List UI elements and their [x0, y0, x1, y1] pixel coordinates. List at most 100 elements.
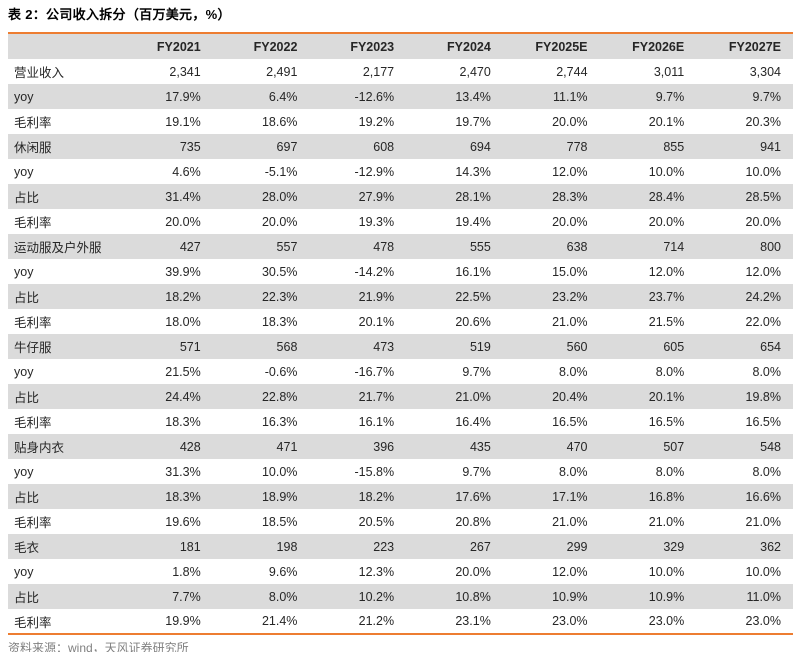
cell-value: 10.9% — [648, 589, 685, 604]
cell-value: 21.5% — [648, 314, 685, 329]
table-row: 毛利率 18.3% 16.3% 16.1% 16.4% 16.5% 16.5% 16.5% — [8, 409, 793, 434]
cell-value: 22.0% — [745, 314, 781, 329]
row-label: yoy — [14, 164, 34, 179]
cell-value: 507 — [663, 439, 685, 454]
table-title: 表 2：公司收入拆分（百万美元，%） — [8, 7, 231, 22]
cell-value: 16.1% — [455, 264, 491, 279]
cell-value: 21.4% — [261, 614, 298, 628]
cell-value: 12.3% — [358, 564, 395, 579]
cell-value: 18.3% — [165, 414, 201, 429]
cell-value: 19.2% — [358, 114, 395, 129]
cell-value: 9.7% — [462, 364, 491, 379]
cell-value: 18.2% — [358, 489, 395, 504]
row-label: 占比 — [14, 191, 40, 205]
cell-value: 18.5% — [261, 514, 298, 529]
cell-value: 21.9% — [358, 289, 395, 304]
row-label: 毛利率 — [14, 316, 52, 330]
cell-value: 605 — [663, 339, 685, 354]
row-label: 毛利率 — [14, 615, 52, 630]
cell-value: 299 — [566, 539, 588, 554]
cell-value: 20.4% — [552, 389, 588, 404]
source-note: 资料来源：wind，天风证券研究所 — [8, 641, 189, 652]
cell-value: 2,491 — [266, 64, 298, 79]
table-row: yoy 31.3% 10.0% -15.8% 9.7% 8.0% 8.0% 8.0% — [8, 459, 793, 484]
cell-value: 20.0% — [745, 214, 781, 229]
cell-value: 21.0% — [552, 514, 588, 529]
table-row: yoy 21.5% -0.6% -16.7% 9.7% 8.0% 8.0% 8.0% — [8, 359, 793, 384]
column-header: FY2021 — [156, 39, 201, 54]
cell-value: 16.5% — [648, 414, 685, 429]
cell-value: 2,341 — [169, 64, 201, 79]
cell-value: 19.4% — [455, 214, 491, 229]
cell-value: 21.7% — [358, 389, 395, 404]
cell-value: 22.8% — [261, 389, 298, 404]
cell-value: 39.9% — [165, 264, 201, 279]
row-label: yoy — [14, 364, 34, 379]
cell-value: 8.0% — [559, 364, 588, 379]
row-label: 占比 — [14, 291, 40, 305]
table-row: 毛利率 19.6% 18.5% 20.5% 20.8% 21.0% 21.0% 21.0% — [8, 509, 793, 534]
table-row: 毛利率 19.9% 21.4% 21.2% 23.1% 23.0% 23.0% 23.0% — [8, 609, 793, 634]
cell-value: 18.9% — [261, 489, 298, 504]
cell-value: 10.0% — [745, 564, 781, 579]
cell-value: 17.1% — [552, 489, 588, 504]
cell-value: 8.0% — [752, 464, 782, 479]
cell-value: 20.1% — [648, 114, 685, 129]
cell-value: 8.0% — [559, 464, 588, 479]
table-row: 占比 18.2% 22.3% 21.9% 22.5% 23.2% 23.7% 24.2% — [8, 284, 793, 309]
cell-value: 22.3% — [261, 289, 298, 304]
cell-value: 694 — [469, 139, 491, 154]
cell-value: 21.0% — [455, 389, 491, 404]
cell-value: 18.6% — [261, 114, 298, 129]
row-label: 休闲服 — [14, 141, 52, 155]
table-row: 毛衣 181 198 223 267 299 329 362 — [8, 534, 793, 559]
table-row: 占比 18.3% 18.9% 18.2% 17.6% 17.1% 16.8% 16.6% — [8, 484, 793, 509]
cell-value: 18.0% — [165, 314, 201, 329]
cell-value: 9.7% — [462, 464, 491, 479]
column-header: FY2022 — [253, 39, 298, 54]
row-label: 毛利率 — [14, 216, 52, 230]
cell-value: 855 — [663, 139, 685, 154]
cell-value: 28.4% — [648, 189, 685, 204]
cell-value: -16.7% — [354, 364, 395, 379]
cell-value: 3,304 — [749, 64, 781, 79]
row-label: 毛衣 — [14, 541, 40, 555]
cell-value: -0.6% — [264, 364, 298, 379]
cell-value: 17.6% — [455, 489, 491, 504]
row-label: 贴身内衣 — [14, 441, 65, 455]
cell-value: 20.1% — [358, 314, 395, 329]
cell-value: 16.8% — [648, 489, 685, 504]
cell-value: 24.2% — [745, 289, 781, 304]
cell-value: -12.6% — [354, 89, 395, 104]
header-row: FY2021 FY2022 FY2023 FY2024 FY2025E FY2026E FY… — [8, 33, 793, 59]
cell-value: 16.5% — [552, 414, 588, 429]
cell-value: 23.0% — [648, 614, 685, 628]
cell-value: 735 — [179, 139, 201, 154]
cell-value: 11.1% — [553, 89, 588, 104]
cell-value: 20.5% — [358, 514, 395, 529]
cell-value: 28.3% — [552, 189, 588, 204]
row-label: 营业收入 — [14, 66, 65, 80]
cell-value: 16.4% — [455, 414, 491, 429]
cell-value: 478 — [373, 239, 395, 254]
cell-value: 519 — [469, 339, 491, 354]
cell-value: 10.0% — [745, 164, 781, 179]
cell-value: 10.8% — [455, 589, 491, 604]
cell-value: 20.0% — [165, 214, 201, 229]
cell-value: 638 — [566, 239, 588, 254]
cell-value: 19.1% — [165, 114, 201, 129]
cell-value: 11.0% — [746, 589, 781, 604]
cell-value: 20.0% — [455, 564, 491, 579]
cell-value: 21.0% — [552, 314, 588, 329]
cell-value: 16.6% — [745, 489, 781, 504]
cell-value: 28.1% — [455, 189, 491, 204]
cell-value: 17.9% — [165, 89, 201, 104]
cell-value: 6.4% — [268, 89, 298, 104]
row-label: 毛利率 — [14, 116, 52, 130]
cell-value: 800 — [760, 239, 781, 254]
table-row: yoy 39.9% 30.5% -14.2% 16.1% 15.0% 12.0% 12.0% — [8, 259, 793, 284]
row-label: yoy — [14, 89, 34, 104]
cell-value: -12.9% — [354, 164, 395, 179]
table-row: 毛利率 20.0% 20.0% 19.3% 19.4% 20.0% 20.0% 20.0% — [8, 209, 793, 234]
